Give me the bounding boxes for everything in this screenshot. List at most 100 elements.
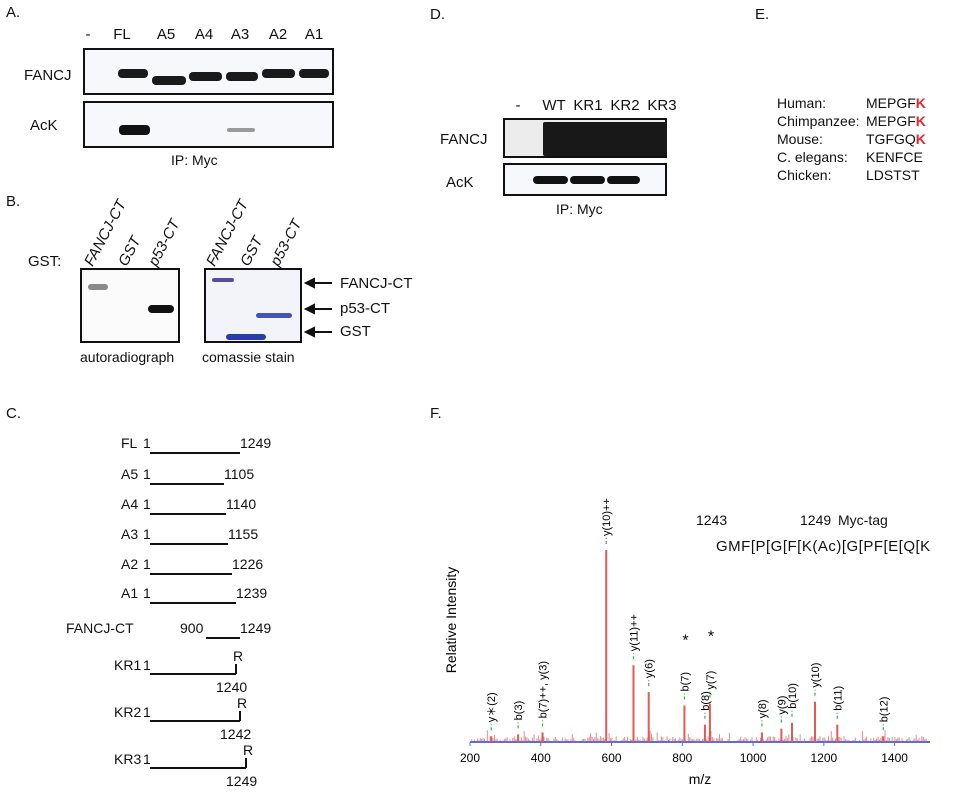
panel-label-a: A. [6, 4, 21, 21]
peak-label: y(11)++ [628, 614, 640, 651]
peak-label: y(7) [705, 671, 717, 690]
lane-label: A1 [304, 26, 324, 43]
caption-coomassie: comassie stain [202, 349, 295, 365]
coomassie-panel [204, 268, 302, 343]
construct-end: 1105 [224, 466, 255, 482]
star-mark: * [682, 633, 688, 650]
lane-label: KR1 [573, 97, 603, 114]
construct-start: 1 [143, 556, 151, 572]
species-name: Chicken: [777, 167, 832, 183]
lane-label: A3 [230, 26, 250, 43]
x-axis-label: m/z [689, 771, 712, 787]
lane-label: KR3 [647, 97, 677, 114]
construct-line [150, 767, 246, 769]
band [533, 176, 568, 184]
peptide-start: 1243 [696, 512, 728, 528]
fancj-blot [503, 118, 667, 158]
band [570, 176, 605, 184]
mutant-name: KR2 [114, 704, 142, 720]
peak-label: b(7) [679, 672, 691, 692]
ack-blot [83, 101, 334, 148]
x-tick-label: 600 [602, 751, 622, 765]
x-tick-label: 800 [672, 751, 692, 765]
band [607, 176, 640, 184]
peak-label: y(8) [757, 699, 769, 718]
species-seq: KENFCE [866, 149, 923, 165]
mutation-position: 1249 [226, 773, 258, 789]
band [543, 122, 667, 156]
species-name: Mouse: [777, 131, 823, 147]
construct-line [206, 637, 240, 639]
band [189, 72, 222, 81]
species-name: C. elegans: [777, 149, 848, 165]
construct-name: FL [121, 435, 138, 451]
construct-start: 1 [143, 435, 151, 451]
mutant-start: 1 [143, 657, 151, 673]
band [262, 69, 295, 78]
species-name: Chimpanzee: [777, 113, 860, 129]
band [299, 69, 329, 78]
construct-start: 1 [143, 526, 151, 542]
panel-label-c: C. [6, 405, 21, 422]
band [226, 72, 258, 81]
construct-name: A5 [121, 466, 139, 482]
lane-label: WT [542, 97, 566, 114]
ms-spectrum: 200 400 600 800 1000 1200 1400 y＊(2) b(3) b(7)++,… [443, 498, 930, 787]
mutation-tick [239, 711, 241, 721]
lane-label: KR2 [610, 97, 640, 114]
construct-end: 1249 [240, 435, 272, 451]
peptide-end: 1249 [800, 512, 832, 528]
row-label-fancj: FANCJ [24, 67, 72, 84]
construct-start: 1 [143, 466, 151, 482]
row-label-ack: AcK [446, 174, 474, 191]
peak-label: b(3) [513, 701, 525, 721]
band [88, 284, 108, 290]
construct-name: FANCJ-CT [66, 620, 134, 636]
construct-line [150, 543, 228, 545]
mutation-residue: R [233, 648, 244, 664]
myc-tag-label: Myc-tag [838, 512, 888, 528]
mutation-tick [245, 758, 247, 768]
peak-label: y(10) [810, 663, 822, 688]
star-mark: * [708, 629, 714, 646]
construct-line [150, 573, 232, 575]
construct-name: A2 [121, 556, 139, 572]
y-axis-label: Relative Intensity [443, 567, 459, 674]
band [148, 305, 174, 313]
construct-end: 1239 [236, 585, 268, 601]
species-seq: TGFGQK [866, 131, 926, 147]
x-tick-label: 1000 [740, 751, 767, 765]
construct-start: 1 [143, 496, 151, 512]
construct-end: 1155 [228, 526, 259, 542]
species-seq: MEPGFK [866, 113, 926, 129]
peak-label: b(7)++, y(3) [538, 661, 550, 718]
arrow-label-gst: GST [340, 323, 371, 340]
construct-line [150, 673, 236, 675]
mutation-position: 1242 [220, 726, 252, 742]
fancj-blot [83, 48, 334, 95]
band [152, 76, 186, 85]
mutation-residue: R [243, 742, 254, 758]
band [256, 313, 292, 318]
ip-caption: IP: Myc [556, 201, 603, 217]
construct-start: 900 [180, 620, 204, 636]
ack-blot [503, 163, 667, 196]
construct-line [150, 513, 226, 515]
lane-label: A5 [156, 26, 176, 43]
row-label-ack: AcK [30, 117, 58, 134]
lane-label: p53-CT [266, 216, 306, 269]
mutation-position: 1240 [216, 679, 248, 695]
mutant-name: KR1 [114, 657, 142, 673]
construct-end: 1226 [232, 556, 264, 572]
panel-label-b: B. [6, 193, 21, 210]
mutant-start: 1 [143, 751, 151, 767]
autoradiograph-panel [80, 268, 180, 343]
x-tick-label: 200 [460, 751, 480, 765]
peak-label: y(6) [644, 659, 656, 678]
species-seq: LDSTST [866, 167, 920, 183]
lane-label: FL [113, 26, 131, 43]
lane-label: A4 [194, 26, 214, 43]
band [212, 278, 234, 282]
construct-start: 1 [143, 585, 151, 601]
x-tick-label: 1200 [810, 751, 837, 765]
